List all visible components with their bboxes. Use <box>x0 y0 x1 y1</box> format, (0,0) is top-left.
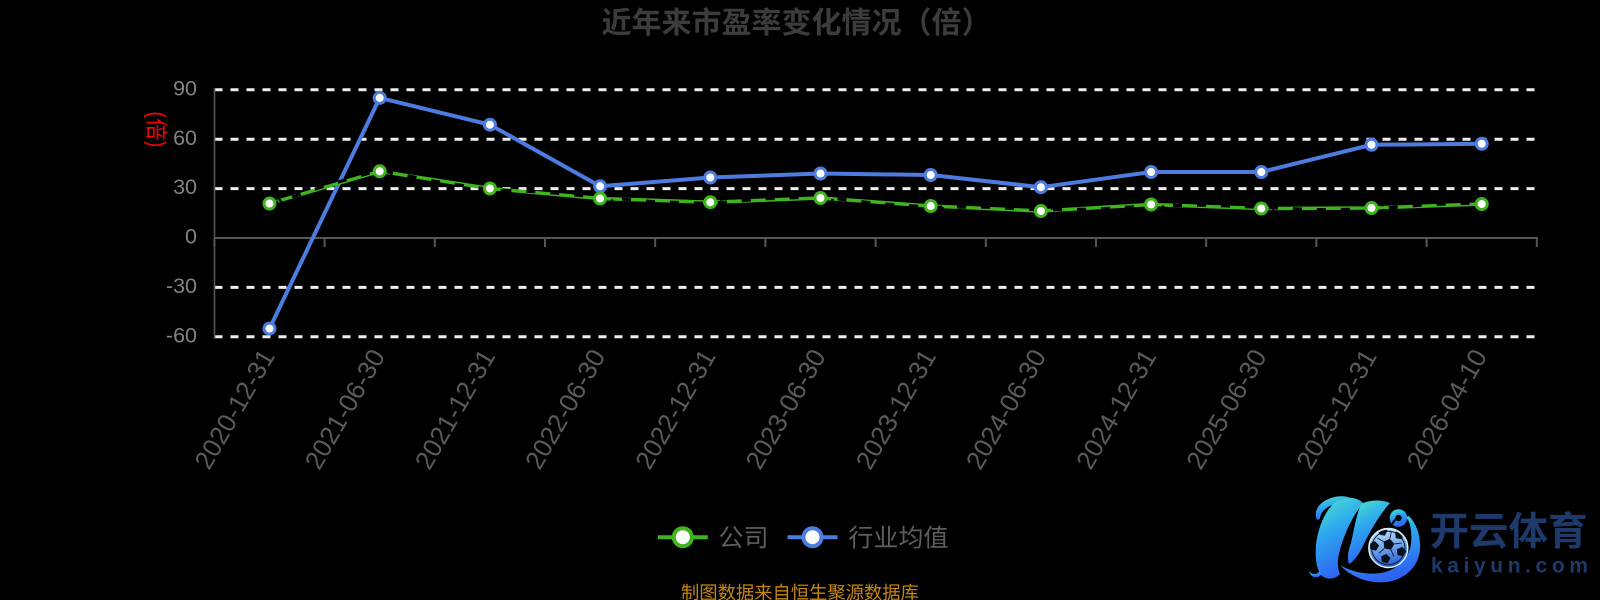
svg-text:-30: -30 <box>166 274 197 298</box>
svg-text:90: 90 <box>173 76 197 100</box>
svg-text:0: 0 <box>185 225 197 249</box>
svg-text:-60: -60 <box>166 323 197 347</box>
svg-text:kaiyun.com: kaiyun.com <box>1431 555 1593 578</box>
svg-text:60: 60 <box>173 126 197 150</box>
svg-text:30: 30 <box>173 175 197 199</box>
